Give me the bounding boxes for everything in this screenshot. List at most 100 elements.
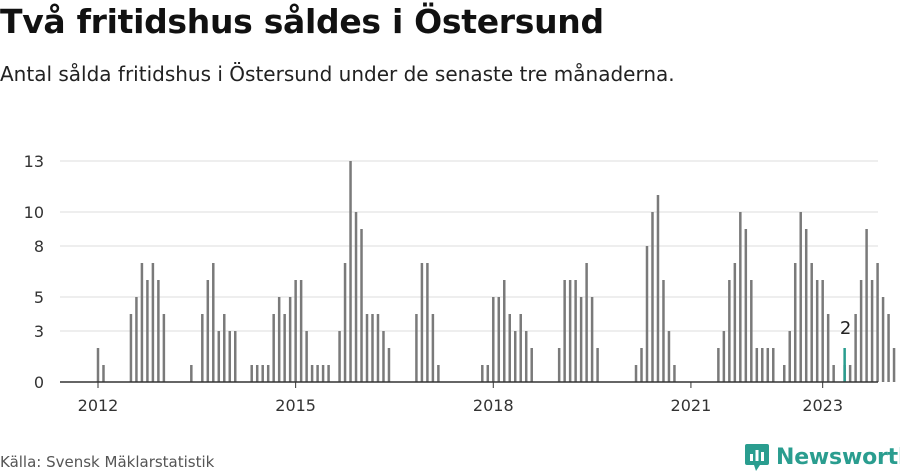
bar (761, 348, 764, 382)
bar (261, 365, 264, 382)
bar (815, 280, 819, 382)
gridlines (60, 160, 878, 332)
bar (645, 246, 649, 382)
y-tick-label: 10 (24, 203, 44, 222)
axes: 0 3 5 8 10 13 2 2012 2015 2018 2021 2023 (24, 152, 878, 415)
bar (579, 297, 583, 382)
x-tick-label: 2018 (473, 396, 514, 415)
y-tick-label: 8 (34, 237, 44, 256)
y-tick-label: 3 (34, 322, 44, 341)
bar (854, 314, 857, 382)
bar (585, 263, 588, 382)
y-tick-label: 13 (24, 152, 44, 171)
bar (634, 365, 638, 382)
bar (349, 161, 352, 382)
bar (305, 331, 308, 382)
bar (354, 212, 358, 382)
source-note: Källa: Svensk Mäklarstatistik (0, 453, 215, 471)
bar (793, 263, 797, 382)
bar (481, 365, 484, 382)
bar (102, 365, 105, 382)
bar (415, 314, 418, 382)
bar (382, 331, 385, 382)
bar (365, 314, 369, 382)
bar (750, 280, 753, 382)
bar (310, 365, 314, 382)
bar (327, 365, 330, 382)
bar-highlight (843, 348, 846, 382)
bar (826, 314, 830, 382)
bar (343, 263, 347, 382)
bar (420, 263, 424, 382)
bar (728, 280, 731, 382)
bar (294, 280, 297, 382)
bar (662, 280, 665, 382)
bar (772, 348, 775, 382)
bar (788, 331, 791, 382)
bar (596, 348, 599, 382)
bar (96, 348, 100, 382)
brand-logo[interactable]: Newsworthy (744, 442, 900, 472)
chart-title: Två fritidshus såldes i Östersund (0, 2, 604, 41)
x-tick-label: 2012 (78, 396, 119, 415)
bar (437, 365, 440, 382)
newsworthy-logo-icon (745, 444, 769, 471)
bar (563, 280, 566, 382)
bar (859, 280, 863, 382)
bar (431, 314, 435, 382)
bar (190, 365, 193, 382)
bar (321, 365, 325, 382)
bar (277, 297, 281, 382)
bar (503, 280, 506, 382)
bar (744, 229, 748, 382)
bar (266, 365, 270, 382)
bar (387, 348, 391, 382)
x-tick-label: 2015 (275, 396, 316, 415)
bar (426, 263, 429, 382)
bar (360, 229, 363, 382)
bar (486, 365, 490, 382)
bar (497, 297, 501, 382)
bar (524, 331, 528, 382)
bar (201, 314, 204, 382)
bar (656, 195, 660, 382)
brand-name: Newsworthy (776, 444, 900, 470)
bar (640, 348, 643, 382)
bar (162, 314, 166, 382)
bar (667, 331, 671, 382)
bar (146, 280, 149, 382)
bar-chart: 0 3 5 8 10 13 2 2012 2015 2018 2021 2023 (24, 152, 896, 415)
y-tick-label: 0 (34, 373, 44, 392)
bar (574, 280, 577, 382)
chart-subtitle: Antal sålda fritidshus i Östersund under… (0, 62, 675, 86)
bar (821, 280, 824, 382)
bar (673, 365, 676, 382)
bar (492, 297, 495, 382)
bar (733, 263, 737, 382)
bar (887, 314, 890, 382)
bar (557, 348, 561, 382)
bar (129, 314, 133, 382)
bar (140, 263, 144, 382)
bar (255, 365, 259, 382)
bar (892, 348, 896, 382)
bar (876, 263, 879, 382)
bars (96, 161, 896, 382)
bar (371, 314, 374, 382)
bar (151, 263, 155, 382)
bar (283, 314, 286, 382)
bar (513, 331, 517, 382)
bar (234, 331, 237, 382)
bar (810, 263, 813, 382)
bar (316, 365, 319, 382)
bar (590, 297, 594, 382)
bar (157, 280, 160, 382)
bar (272, 314, 275, 382)
bar (212, 263, 215, 382)
bar (881, 297, 885, 382)
bar (299, 280, 303, 382)
y-tick-label: 5 (34, 288, 44, 307)
bar (376, 314, 380, 382)
highlight-data-label: 2 (840, 318, 851, 339)
bar (135, 297, 138, 382)
